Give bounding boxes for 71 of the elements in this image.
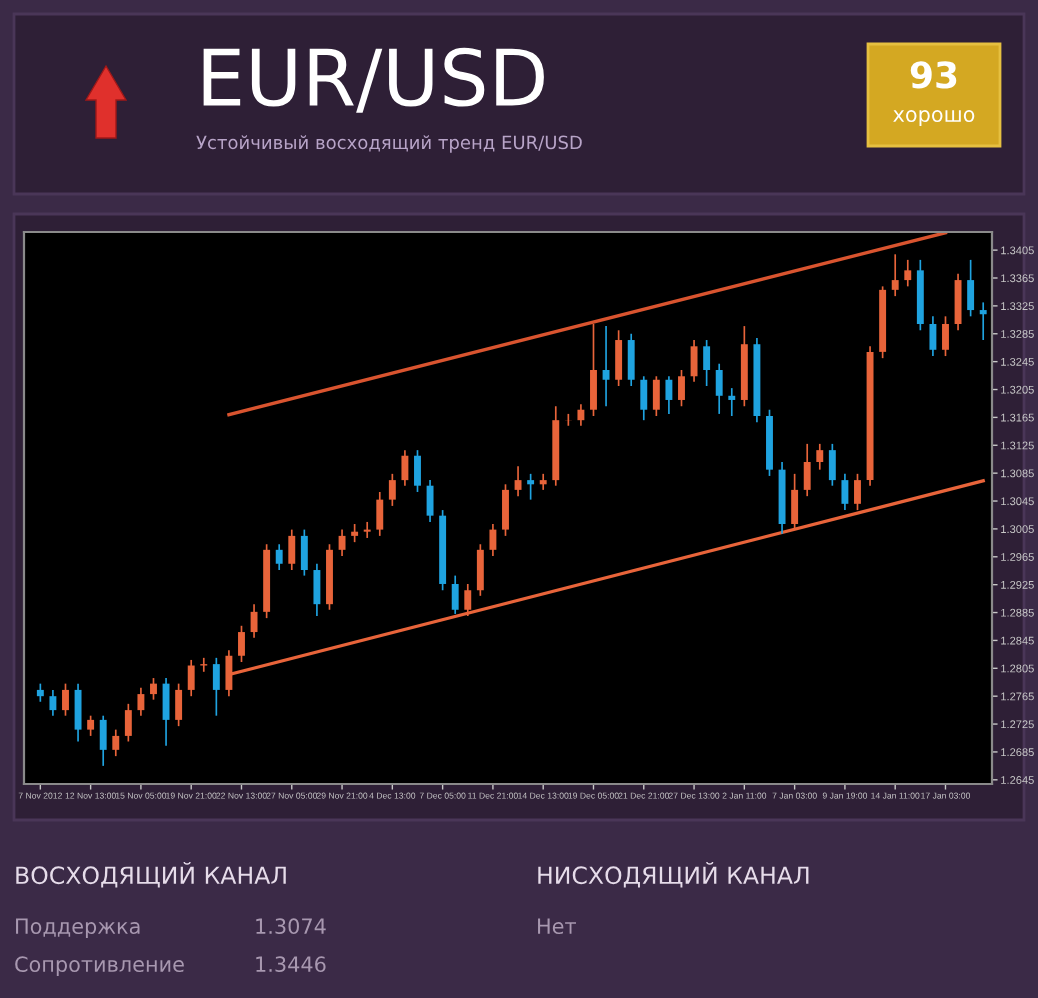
candlestick bbox=[841, 473, 849, 511]
text: Поддержка bbox=[16, 918, 140, 939]
candlestick bbox=[703, 339, 711, 387]
candlestick bbox=[338, 528, 346, 557]
candlestick bbox=[300, 528, 308, 577]
candlestick bbox=[464, 583, 472, 617]
candlestick bbox=[803, 443, 811, 497]
candlestick bbox=[288, 528, 296, 571]
candlestick bbox=[715, 362, 723, 415]
candlestick bbox=[200, 657, 208, 673]
candlestick bbox=[275, 543, 283, 571]
candlestick bbox=[690, 339, 698, 383]
candlestick bbox=[376, 491, 384, 537]
candlestick bbox=[363, 521, 371, 539]
candlestick bbox=[124, 703, 132, 743]
candlestick bbox=[99, 714, 107, 767]
candlestick bbox=[426, 479, 434, 523]
text: 93 bbox=[910, 61, 957, 89]
candlestick bbox=[527, 473, 535, 501]
candlestick bbox=[414, 449, 421, 493]
candlestick bbox=[62, 682, 69, 717]
candlestick bbox=[577, 403, 585, 427]
candlestick bbox=[590, 323, 597, 417]
candlestick bbox=[828, 443, 836, 487]
candlestick bbox=[652, 375, 660, 417]
candlestick bbox=[87, 714, 95, 737]
candlestick bbox=[74, 682, 82, 743]
candlestick bbox=[476, 543, 484, 597]
text: 1.3074 bbox=[256, 918, 326, 935]
candlestick bbox=[162, 677, 170, 747]
candlestick bbox=[388, 473, 396, 507]
candlestick bbox=[627, 332, 635, 387]
candlestick bbox=[678, 369, 685, 408]
text: ВОСХОДЯЩИЙ КАНАЛ bbox=[16, 862, 286, 888]
candlestick bbox=[665, 375, 673, 415]
candlestick bbox=[36, 682, 44, 703]
candlestick bbox=[891, 253, 899, 297]
candlestick bbox=[451, 574, 459, 615]
candlestick bbox=[904, 259, 912, 288]
candlestick bbox=[49, 689, 57, 717]
candlestick bbox=[150, 677, 157, 701]
text: хорошо bbox=[893, 110, 975, 127]
candlestick bbox=[137, 686, 145, 717]
candlestick bbox=[816, 443, 824, 471]
candlestick bbox=[212, 657, 220, 717]
candlestick bbox=[112, 728, 120, 757]
chart-title: EUR/USD bbox=[203, 47, 544, 113]
text: Нет bbox=[538, 918, 577, 935]
candlestick bbox=[979, 301, 987, 341]
candlestick bbox=[250, 603, 258, 639]
candlestick bbox=[238, 624, 245, 663]
candlestick bbox=[313, 562, 321, 617]
chart-subtitle: Устойчивый восходящий тренд EUR/USD bbox=[196, 135, 582, 153]
candlestick bbox=[175, 682, 183, 727]
candlestick bbox=[942, 315, 949, 357]
candlestick bbox=[502, 483, 509, 537]
candlestick bbox=[954, 272, 962, 332]
candlestick bbox=[929, 315, 937, 357]
candlestick bbox=[640, 375, 648, 422]
candlestick bbox=[615, 329, 623, 387]
text: Сопротивление bbox=[15, 956, 184, 977]
candlestick bbox=[351, 523, 359, 543]
text: 1.3446 bbox=[256, 956, 326, 973]
candlestick bbox=[187, 659, 195, 698]
candlestick bbox=[602, 325, 610, 408]
candlestick bbox=[489, 523, 497, 557]
candlestick bbox=[401, 449, 409, 487]
candlestick bbox=[967, 259, 975, 318]
candlestick bbox=[514, 465, 522, 497]
candlestick bbox=[728, 387, 736, 417]
text: НИСХОДЯЩИЙ КАНАЛ bbox=[538, 862, 809, 888]
